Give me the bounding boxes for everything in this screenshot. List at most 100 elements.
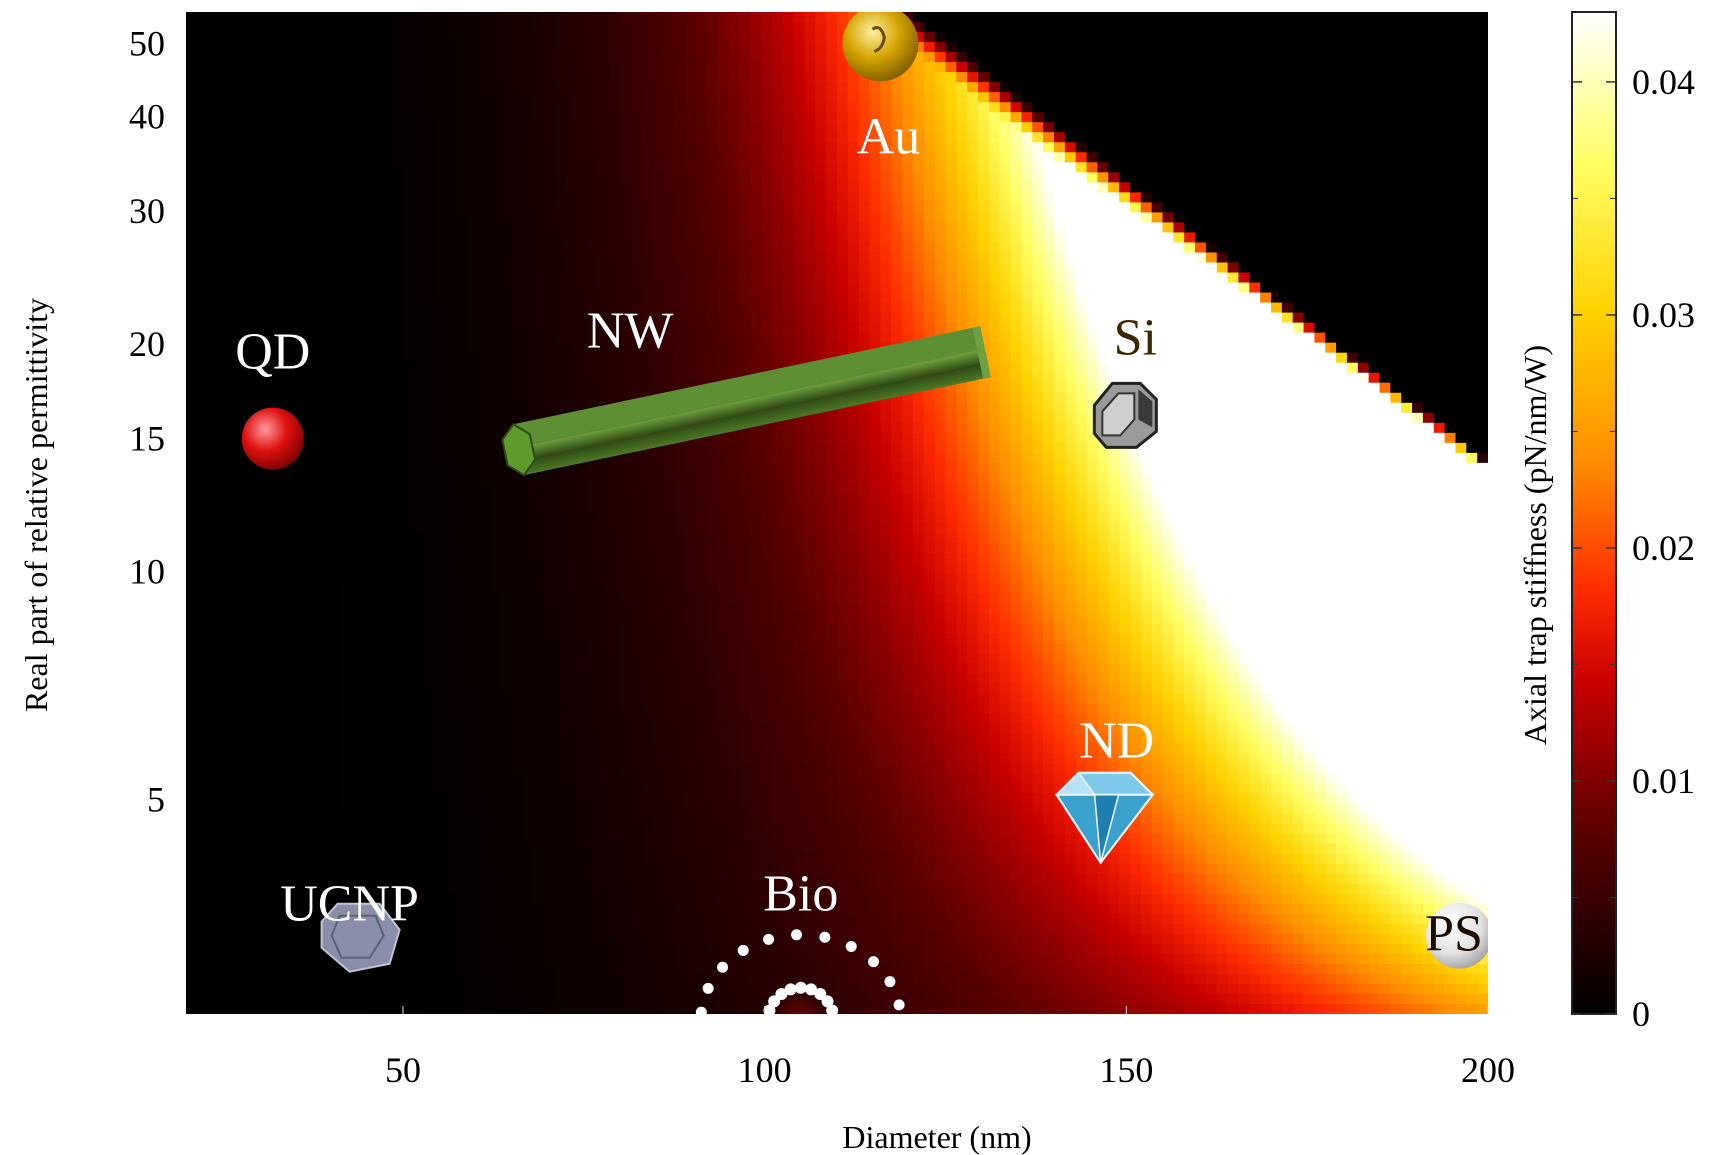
heatmap-cell: [598, 853, 610, 865]
heatmap-cell: [370, 873, 382, 885]
heatmap-cell: [609, 903, 621, 915]
heatmap-cell: [554, 152, 567, 163]
heatmap-cell: [522, 993, 534, 1005]
heatmap-cell: [381, 142, 393, 153]
heatmap-cell: [359, 523, 372, 534]
heatmap-cell: [381, 82, 393, 93]
heatmap-cell: [207, 763, 220, 775]
heatmap-cell: [663, 843, 675, 855]
heatmap-cell: [251, 342, 263, 354]
heatmap-cell: [609, 623, 621, 634]
heatmap-cell: [327, 162, 339, 173]
heatmap-cell: [283, 162, 296, 173]
heatmap-cell: [186, 693, 198, 704]
heatmap-cell: [413, 963, 426, 975]
heatmap-cell: [446, 983, 458, 995]
heatmap-cell: [348, 843, 361, 855]
heatmap-cell: [663, 252, 675, 264]
heatmap-cell: [478, 753, 491, 765]
heatmap-cell: [620, 322, 632, 334]
heatmap-cell: [706, 933, 719, 945]
heatmap-cell: [359, 102, 372, 113]
heatmap-cell: [186, 472, 198, 484]
heatmap-cell: [674, 302, 686, 314]
heatmap-cell: [565, 202, 578, 213]
heatmap-cell: [327, 973, 339, 985]
heatmap-cell: [381, 192, 393, 203]
heatmap-cell: [511, 543, 523, 554]
heatmap-cell: [403, 703, 415, 714]
heatmap-cell: [695, 723, 708, 735]
heatmap-cell: [348, 272, 361, 284]
heatmap-cell: [468, 893, 480, 905]
heatmap-cell: [587, 242, 599, 254]
heatmap-cell: [468, 412, 480, 424]
heatmap-cell: [207, 653, 220, 664]
heatmap-cell: [446, 122, 458, 133]
heatmap-cell: [251, 72, 263, 83]
heatmap-cell: [294, 62, 306, 73]
heatmap-cell: [457, 923, 469, 935]
heatmap-cell: [348, 673, 361, 684]
heatmap-cell: [620, 52, 632, 63]
heatmap-cell: [272, 883, 285, 895]
heatmap-cell: [251, 202, 263, 213]
heatmap-cell: [240, 452, 252, 464]
heatmap-cell: [620, 92, 632, 103]
heatmap-cell: [413, 613, 426, 624]
heatmap-cell: [533, 683, 545, 694]
heatmap-cell: [251, 623, 263, 634]
heatmap-cell: [370, 492, 382, 504]
heatmap-cell: [468, 583, 480, 594]
heatmap-cell: [706, 102, 719, 113]
heatmap-cell: [630, 793, 643, 805]
heatmap-cell: [717, 693, 730, 704]
heatmap-cell: [630, 523, 643, 534]
heatmap-cell: [272, 32, 285, 43]
heatmap-cell: [305, 893, 317, 905]
heatmap-cell: [370, 573, 382, 584]
heatmap-cell: [641, 202, 654, 213]
heatmap-cell: [337, 402, 350, 414]
heatmap-cell: [272, 853, 285, 865]
heatmap-cell: [457, 983, 469, 995]
heatmap-cell: [695, 813, 708, 825]
heatmap-cell: [337, 773, 350, 785]
heatmap-cell: [706, 502, 719, 514]
heatmap-cell: [272, 62, 285, 73]
heatmap-cell: [598, 472, 610, 484]
heatmap-cell: [316, 132, 328, 143]
heatmap-cell: [403, 533, 415, 544]
heatmap-cell: [554, 823, 567, 835]
heatmap-cell: [609, 983, 621, 995]
heatmap-cell: [370, 12, 382, 23]
heatmap-cell: [435, 893, 447, 905]
heatmap-cell: [327, 513, 339, 524]
heatmap-cell: [663, 182, 675, 193]
heatmap-cell: [565, 292, 578, 304]
heatmap-cell: [478, 262, 491, 274]
heatmap-cell: [261, 513, 274, 524]
heatmap-cell: [283, 973, 296, 985]
heatmap-cell: [294, 292, 306, 304]
heatmap-cell: [478, 653, 491, 664]
heatmap-cell: [478, 112, 491, 123]
heatmap-cell: [522, 983, 534, 995]
heatmap-cell: [641, 993, 654, 1005]
heatmap-cell: [359, 693, 372, 704]
heatmap-cell: [305, 162, 317, 173]
heatmap-cell: [392, 272, 404, 284]
heatmap-cell: [489, 983, 502, 995]
heatmap-cell: [478, 332, 491, 344]
heatmap-cell: [489, 873, 502, 885]
heatmap-cell: [468, 923, 480, 935]
heatmap-cell: [522, 593, 534, 604]
heatmap-cell: [468, 252, 480, 264]
heatmap-cell: [500, 563, 513, 574]
heatmap-cell: [685, 12, 697, 23]
heatmap-cell: [685, 302, 697, 314]
heatmap-cell: [218, 643, 230, 654]
heatmap-cell: [685, 362, 697, 374]
heatmap-cell: [565, 673, 578, 684]
heatmap-cell: [370, 32, 382, 43]
